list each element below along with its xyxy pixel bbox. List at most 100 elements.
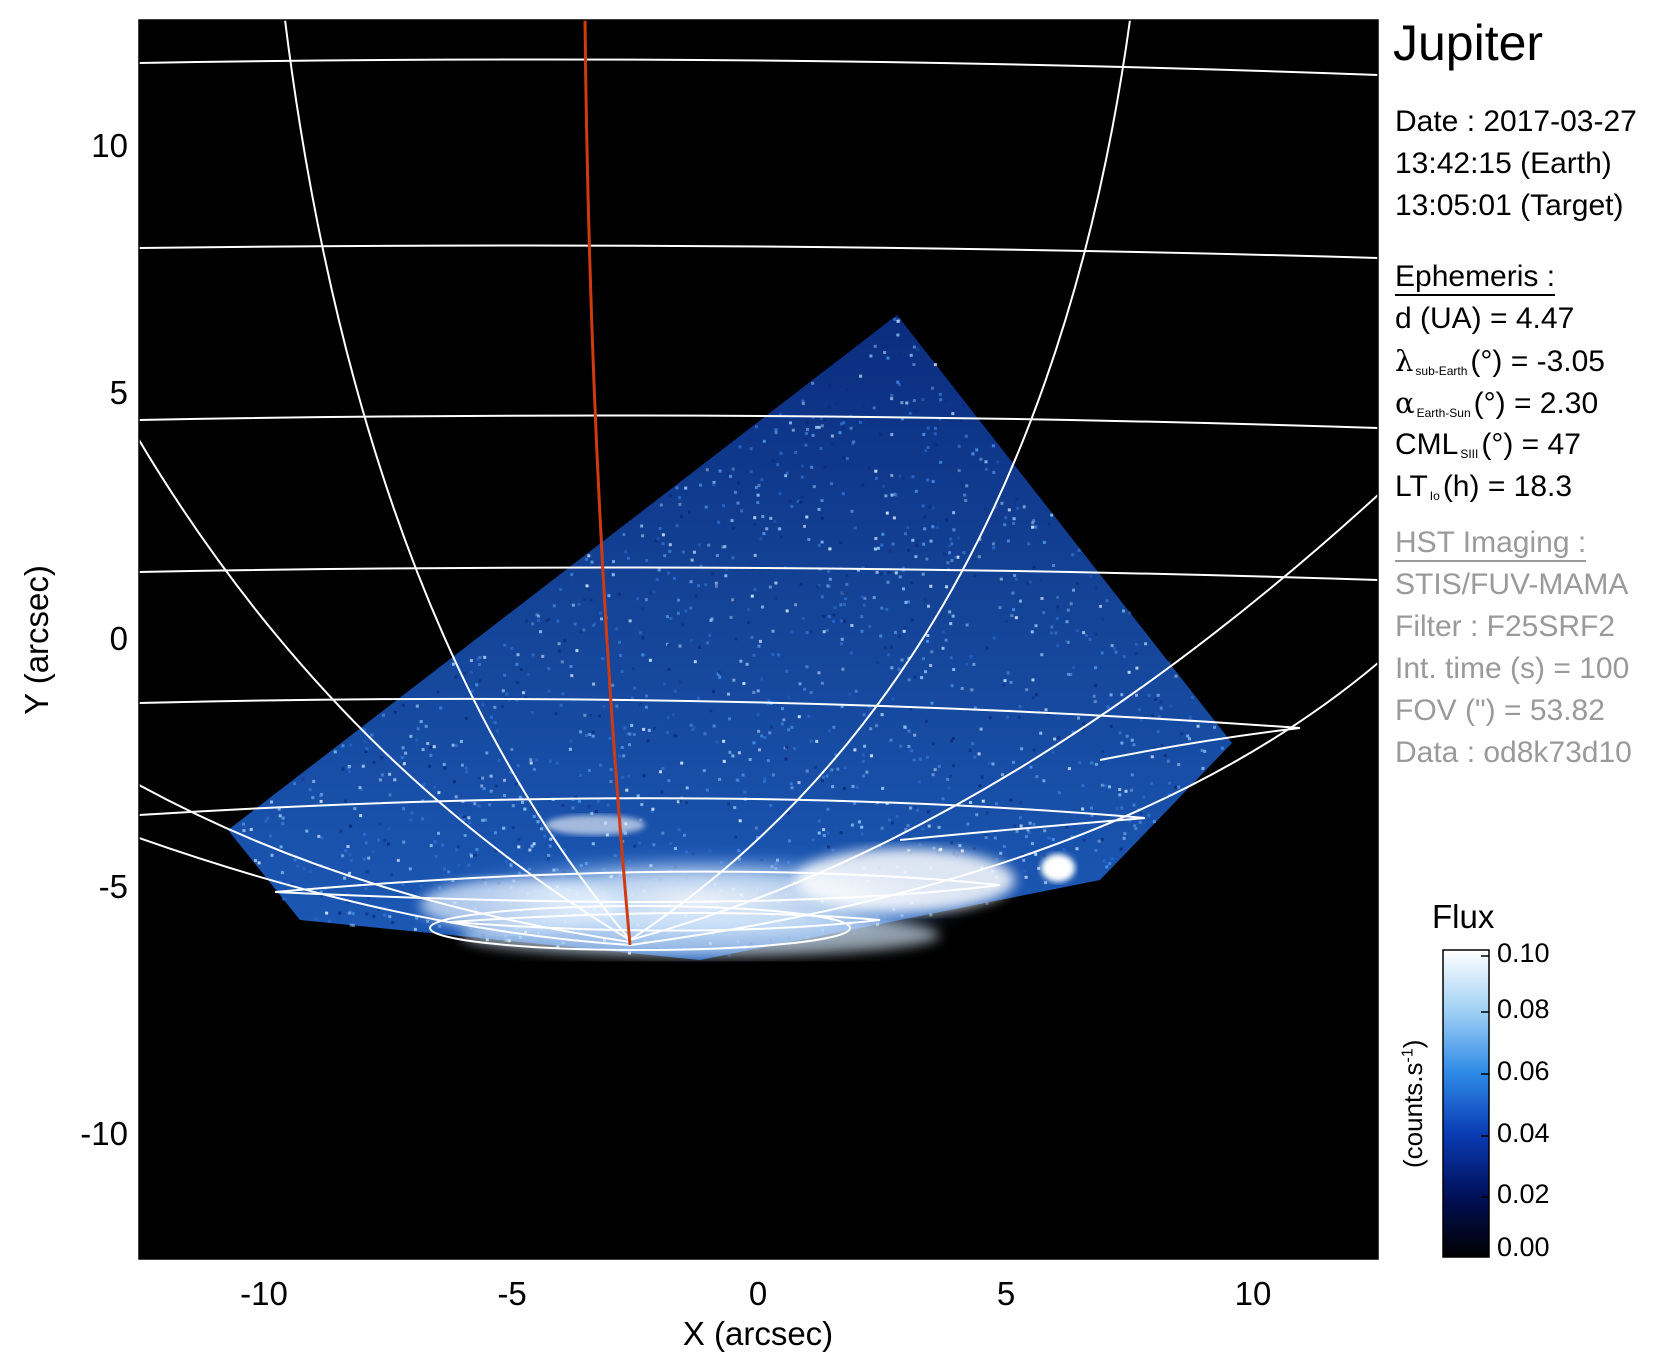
noise-speckle bbox=[1057, 736, 1061, 740]
noise-speckle bbox=[606, 803, 610, 807]
noise-speckle bbox=[756, 501, 760, 505]
noise-speckle bbox=[1135, 666, 1139, 670]
noise-speckle bbox=[860, 615, 864, 619]
noise-speckle bbox=[939, 847, 943, 851]
grid-longitude-line bbox=[629, 494, 1378, 941]
noise-speckle bbox=[1132, 803, 1136, 807]
noise-speckle bbox=[674, 734, 678, 738]
noise-speckle bbox=[591, 624, 595, 627]
noise-speckle bbox=[899, 744, 903, 748]
noise-speckle bbox=[532, 767, 536, 771]
noise-speckle bbox=[438, 924, 442, 928]
noise-speckle bbox=[548, 844, 552, 848]
noise-speckle bbox=[667, 667, 671, 671]
noise-speckle bbox=[645, 558, 649, 562]
noise-speckle bbox=[467, 816, 471, 820]
noise-speckle bbox=[642, 774, 646, 778]
noise-speckle bbox=[463, 671, 467, 675]
noise-speckle bbox=[645, 694, 649, 698]
noise-speckle bbox=[1032, 565, 1036, 569]
noise-speckle bbox=[778, 527, 782, 531]
noise-speckle bbox=[709, 709, 713, 713]
noise-speckle bbox=[860, 825, 864, 829]
noise-speckle bbox=[790, 786, 794, 790]
noise-speckle bbox=[1019, 801, 1023, 805]
noise-speckle bbox=[556, 619, 560, 623]
noise-speckle bbox=[1022, 858, 1026, 862]
noise-speckle bbox=[429, 745, 433, 749]
noise-speckle bbox=[887, 818, 891, 822]
noise-speckle bbox=[628, 619, 632, 623]
noise-speckle bbox=[665, 730, 669, 734]
noise-speckle bbox=[494, 784, 498, 788]
noise-speckle bbox=[697, 696, 700, 700]
noise-speckle bbox=[869, 727, 873, 731]
noise-speckle bbox=[254, 859, 257, 862]
noise-speckle bbox=[1056, 595, 1060, 599]
noise-speckle bbox=[730, 519, 734, 523]
noise-speckle bbox=[931, 773, 935, 777]
noise-speckle bbox=[757, 729, 761, 733]
noise-speckle bbox=[1001, 773, 1004, 777]
noise-speckle bbox=[1089, 574, 1093, 578]
noise-speckle bbox=[964, 499, 968, 502]
noise-speckle bbox=[912, 758, 916, 762]
noise-speckle bbox=[941, 646, 945, 650]
noise-speckle bbox=[787, 839, 791, 843]
noise-speckle bbox=[729, 615, 733, 619]
noise-speckle bbox=[659, 503, 663, 507]
noise-speckle bbox=[483, 655, 487, 659]
noise-speckle bbox=[771, 459, 775, 463]
noise-speckle bbox=[1109, 724, 1113, 728]
noise-speckle bbox=[568, 747, 572, 751]
noise-speckle bbox=[639, 818, 643, 822]
noise-speckle bbox=[912, 399, 916, 403]
noise-speckle bbox=[841, 667, 845, 671]
noise-speckle bbox=[876, 546, 880, 550]
noise-speckle bbox=[752, 653, 756, 657]
noise-speckle bbox=[364, 750, 368, 754]
noise-speckle bbox=[887, 653, 891, 657]
noise-speckle bbox=[699, 564, 703, 568]
noise-speckle bbox=[965, 663, 969, 666]
instrument-line: STIS/FUV-MAMA bbox=[1395, 568, 1629, 601]
noise-speckle bbox=[910, 749, 914, 753]
noise-speckle bbox=[503, 673, 507, 677]
noise-speckle bbox=[1152, 820, 1156, 824]
noise-speckle bbox=[641, 653, 645, 657]
noise-speckle bbox=[665, 615, 669, 619]
noise-speckle bbox=[468, 821, 472, 825]
noise-speckle bbox=[1071, 730, 1075, 734]
noise-speckle bbox=[481, 776, 485, 780]
noise-speckle bbox=[718, 777, 722, 781]
noise-speckle bbox=[1039, 578, 1043, 582]
noise-speckle bbox=[615, 627, 619, 631]
noise-speckle bbox=[478, 656, 482, 659]
noise-speckle bbox=[675, 524, 679, 528]
noise-speckle bbox=[963, 493, 967, 497]
noise-speckle bbox=[774, 431, 778, 435]
noise-speckle bbox=[1069, 673, 1073, 676]
noise-speckle bbox=[788, 500, 792, 504]
noise-speckle bbox=[853, 801, 857, 805]
noise-speckle bbox=[1094, 666, 1098, 670]
noise-speckle bbox=[343, 876, 346, 880]
noise-speckle bbox=[429, 844, 433, 848]
noise-speckle bbox=[421, 817, 425, 821]
noise-speckle bbox=[984, 460, 988, 464]
noise-speckle bbox=[821, 779, 824, 783]
noise-speckle bbox=[917, 780, 921, 784]
noise-speckle bbox=[628, 743, 631, 747]
noise-speckle bbox=[1122, 836, 1126, 840]
noise-speckle bbox=[913, 733, 917, 737]
noise-speckle bbox=[950, 684, 954, 688]
noise-speckle bbox=[377, 838, 380, 842]
noise-speckle bbox=[890, 645, 894, 649]
noise-speckle bbox=[922, 542, 926, 546]
noise-speckle bbox=[926, 426, 930, 430]
noise-speckle bbox=[991, 542, 995, 546]
noise-speckle bbox=[895, 815, 899, 819]
noise-speckle bbox=[1006, 671, 1010, 675]
noise-speckle bbox=[1070, 835, 1074, 839]
noise-speckle bbox=[279, 880, 282, 883]
